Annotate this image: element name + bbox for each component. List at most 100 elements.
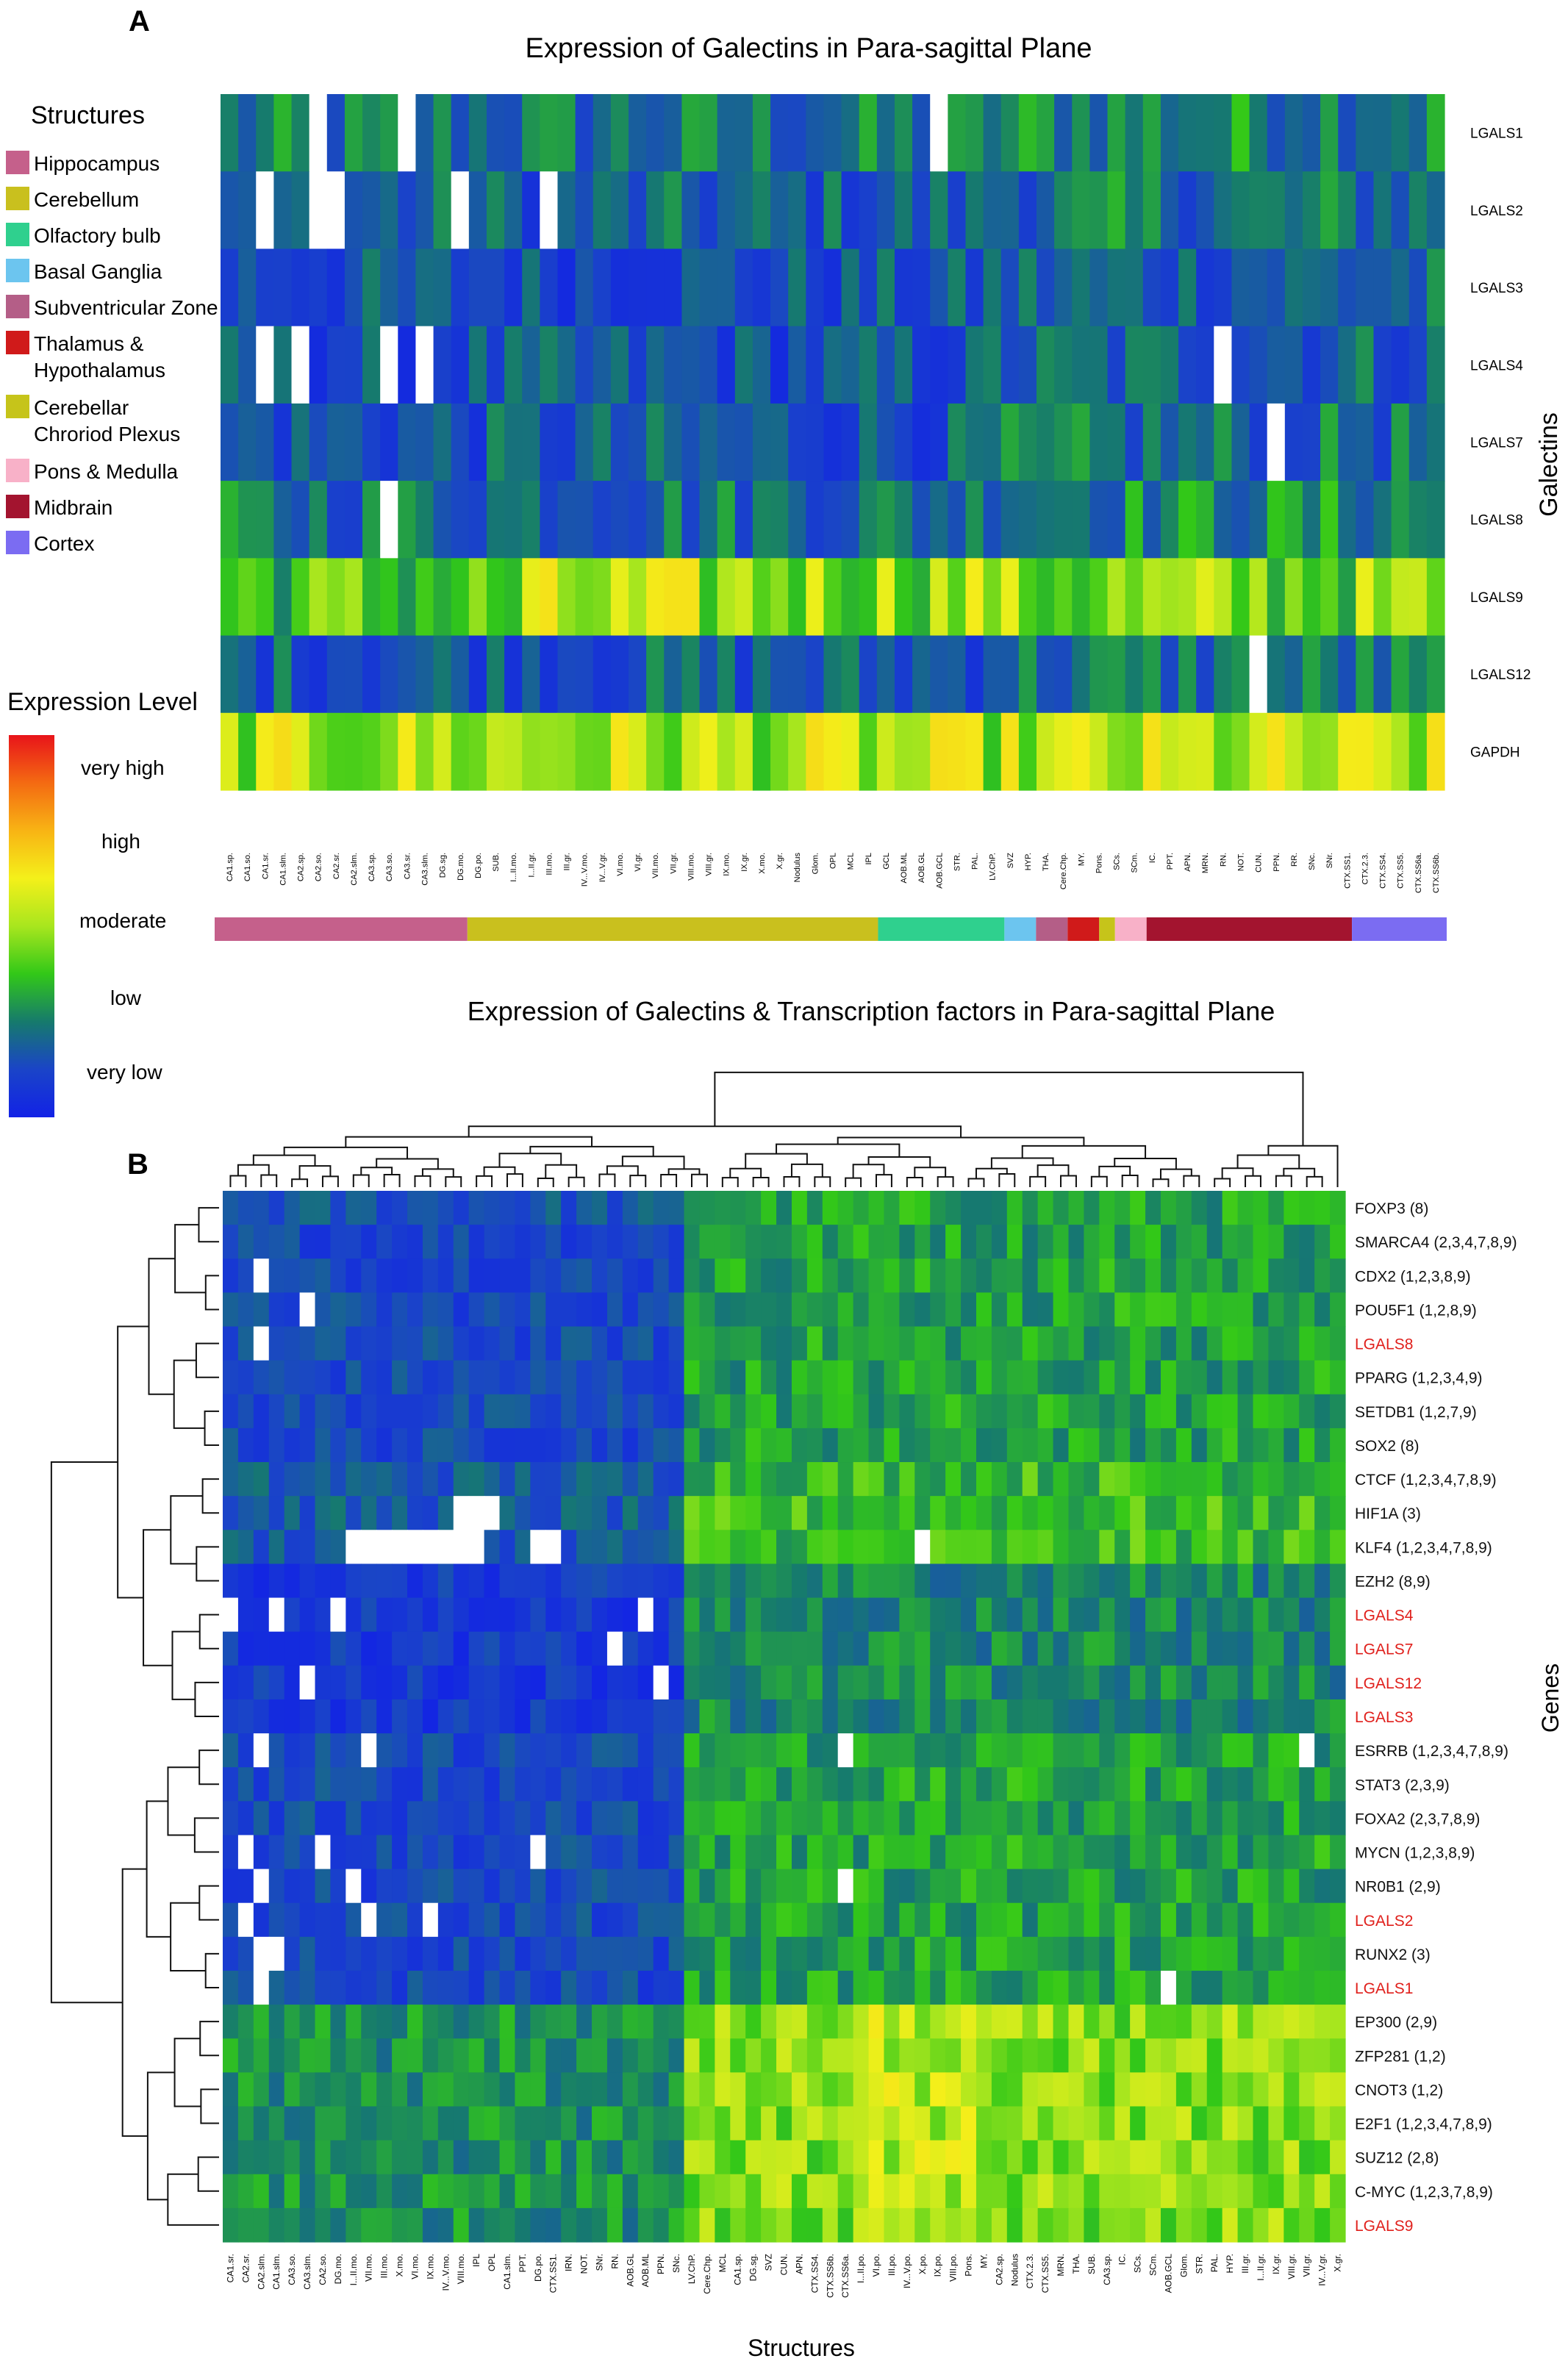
heatmap-cell: [606, 1835, 623, 1870]
heatmap-cell: [515, 1869, 531, 1904]
heatmap-cell: [422, 1631, 439, 1666]
heatmap-cell: [1006, 2174, 1023, 2209]
heatmap-cell: [1125, 171, 1144, 250]
heatmap-cell: [884, 2207, 900, 2243]
legend-label: Hippocampus: [34, 152, 160, 175]
heatmap-cell: [1006, 2072, 1023, 2107]
heatmap-cell: [1160, 558, 1179, 637]
heatmap-cell: [823, 481, 842, 559]
heatmap-cell: [453, 1496, 470, 1530]
heatmap-cell: [1330, 1394, 1346, 1429]
structure-label: SUB.: [1086, 2254, 1097, 2274]
heatmap-cell: [884, 1258, 900, 1293]
structure-label: III.gr.: [1240, 2254, 1250, 2274]
heatmap-cell: [930, 171, 948, 250]
heatmap-cell: [637, 1292, 654, 1328]
heatmap-cell: [1314, 1835, 1331, 1870]
heatmap-cell: [221, 558, 239, 637]
heatmap-cell: [770, 403, 789, 481]
dendrogram-link: [283, 1146, 409, 1159]
heatmap-cell: [899, 1564, 915, 1599]
heatmap-cell: [1145, 1428, 1161, 1463]
heatmap-cell: [868, 1292, 885, 1328]
heatmap-cell: [991, 1564, 1008, 1599]
heatmap-cell: [945, 1496, 962, 1530]
heatmap-cell: [637, 1597, 654, 1633]
heatmap-cell: [407, 1631, 423, 1666]
heatmap-cell: [894, 481, 913, 559]
heatmap-cell: [884, 2005, 900, 2039]
heatmap-cell: [991, 1801, 1008, 1836]
heatmap-cell: [1160, 403, 1179, 481]
heatmap-cell: [468, 2072, 485, 2107]
heatmap-cell: [530, 1767, 546, 1802]
heatmap-cell: [545, 1936, 562, 1971]
heatmap-cell: [1299, 1564, 1315, 1599]
heatmap-cell: [853, 1970, 870, 2005]
heatmap-cell: [684, 1665, 701, 1700]
heatmap-cell: [730, 1530, 746, 1565]
heatmap-cell: [1320, 558, 1339, 637]
heatmap-cell: [515, 1394, 531, 1429]
heatmap-cell: [315, 1902, 332, 1938]
heatmap-cell: [499, 1326, 516, 1361]
heatmap-cell: [223, 1869, 239, 1904]
heatmap-cell: [822, 1496, 839, 1530]
heatmap-cell: [1231, 403, 1250, 481]
heatmap-cell: [730, 2072, 746, 2107]
heatmap-cell: [223, 2072, 239, 2107]
heatmap-cell: [684, 1936, 701, 1971]
heatmap-cell: [540, 248, 559, 327]
heatmap-cell: [1006, 1869, 1023, 1904]
heatmap-cell: [453, 1902, 470, 1938]
heatmap-cell: [453, 1801, 470, 1836]
heatmap-cell: [1175, 1665, 1192, 1700]
dendrogram-link: [1121, 1174, 1139, 1187]
heatmap-cell: [1268, 1936, 1284, 1971]
heatmap-cell: [853, 1869, 870, 1904]
heatmap-cell: [868, 1360, 885, 1395]
heatmap-cell: [253, 1767, 270, 1802]
heatmap-cell: [629, 248, 647, 327]
heatmap-cell: [770, 558, 789, 637]
heatmap-cell: [593, 403, 612, 481]
heatmap-cell: [606, 1394, 623, 1429]
heatmap-cell: [1022, 1970, 1039, 2005]
expression-level-label: very low: [87, 1061, 162, 1084]
heatmap-cell: [664, 558, 682, 637]
heatmap-cell: [484, 1767, 501, 1802]
heatmap-cell: [1299, 2207, 1315, 2243]
heatmap-cell: [1054, 403, 1073, 481]
heatmap-cell: [468, 1191, 485, 1225]
heatmap-cell: [637, 1733, 654, 1768]
heatmap-cell: [437, 1360, 454, 1395]
heatmap-cell: [253, 2072, 270, 2107]
heatmap-cell: [346, 2106, 362, 2141]
dendrogram-link: [383, 1173, 401, 1187]
heatmap-cell: [268, 2005, 285, 2039]
heatmap-cell: [1314, 1530, 1331, 1565]
heatmap-cell: [1037, 1699, 1054, 1734]
heatmap-cell: [499, 1970, 516, 2005]
heatmap-cell: [237, 1665, 254, 1700]
heatmap-cell: [637, 1631, 654, 1666]
gene-label: KLF4 (1,2,3,4,7,8,9): [1355, 1539, 1492, 1556]
heatmap-cell: [761, 2072, 777, 2107]
heatmap-cell: [504, 94, 523, 172]
heatmap-cell: [899, 1869, 915, 1904]
heatmap-cell: [884, 1767, 900, 1802]
heatmap-cell: [376, 1597, 393, 1633]
heatmap-cell: [715, 1902, 731, 1938]
heatmap-cell: [1145, 1462, 1161, 1497]
heatmap-cell: [1006, 1258, 1023, 1293]
heatmap-cell: [1356, 712, 1375, 791]
heatmap-cell: [1237, 1936, 1254, 1971]
heatmap-cell: [1330, 1225, 1346, 1259]
heatmap-cell: [486, 171, 505, 250]
heatmap-cell: [484, 1530, 501, 1565]
heatmap-cell: [853, 1699, 870, 1734]
heatmap-cell: [1053, 1292, 1070, 1328]
heatmap-cell: [376, 1733, 393, 1768]
heatmap-cell: [1084, 1564, 1100, 1599]
heatmap-cell: [1391, 248, 1410, 327]
